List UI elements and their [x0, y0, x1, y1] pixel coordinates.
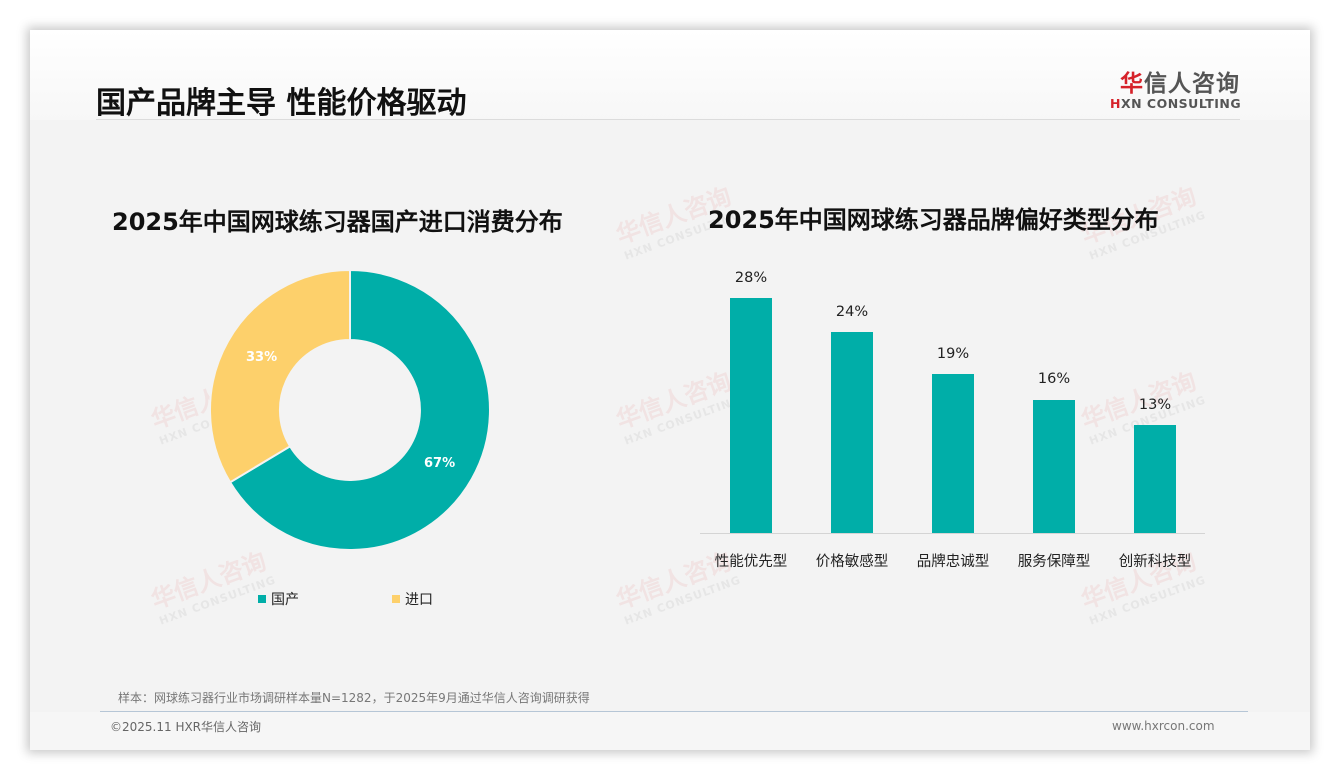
bar-brand-loyal — [932, 374, 974, 533]
donut-chart-title: 2025年中国网球练习器国产进口消费分布 — [112, 208, 563, 236]
bar-price — [831, 332, 873, 533]
sample-note: 样本：网球练习器行业市场调研样本量N=1282，于2025年9月通过华信人咨询调… — [118, 691, 590, 705]
legend-swatch — [392, 595, 400, 603]
header-divider — [96, 119, 1240, 120]
bar-value: 16% — [1037, 371, 1071, 387]
donut-chart: 33% 67% — [200, 268, 500, 570]
bar-category: 品牌忠诚型 — [916, 554, 990, 570]
bar-value: 13% — [1138, 397, 1172, 413]
donut-label-import: 33% — [246, 350, 278, 365]
bar-value: 19% — [936, 346, 970, 362]
copyright: ©2025.11 HXR华信人咨询 — [110, 720, 262, 734]
donut-slice-import — [208, 268, 351, 484]
x-axis-line — [700, 533, 1205, 534]
bar-performance — [730, 298, 772, 533]
bar-category: 服务保障型 — [1017, 554, 1091, 570]
footer-band — [30, 712, 1310, 750]
bar-innovation — [1134, 425, 1176, 533]
footer-divider — [100, 711, 1248, 712]
bar-value: 28% — [734, 270, 768, 286]
bar-category: 创新科技型 — [1118, 554, 1192, 570]
website-link[interactable]: www.hxrcon.com — [1112, 719, 1215, 733]
donut-label-domestic: 67% — [424, 456, 456, 471]
bar-value: 24% — [835, 304, 869, 320]
legend-item-domestic: 国产 — [258, 589, 299, 609]
bar-category: 性能优先型 — [714, 554, 788, 570]
bar-service — [1033, 400, 1075, 533]
donut-slice-domestic — [228, 268, 491, 551]
legend-swatch — [258, 595, 266, 603]
page-title: 国产品牌主导 性能价格驱动 — [96, 86, 467, 121]
bar-chart-title: 2025年中国网球练习器品牌偏好类型分布 — [708, 206, 1159, 234]
bar-category: 价格敏感型 — [815, 554, 889, 570]
brand-logo: 华信人咨询 HXN CONSULTING — [1110, 71, 1242, 111]
legend-item-import: 进口 — [392, 589, 433, 609]
header-band — [30, 30, 1310, 120]
